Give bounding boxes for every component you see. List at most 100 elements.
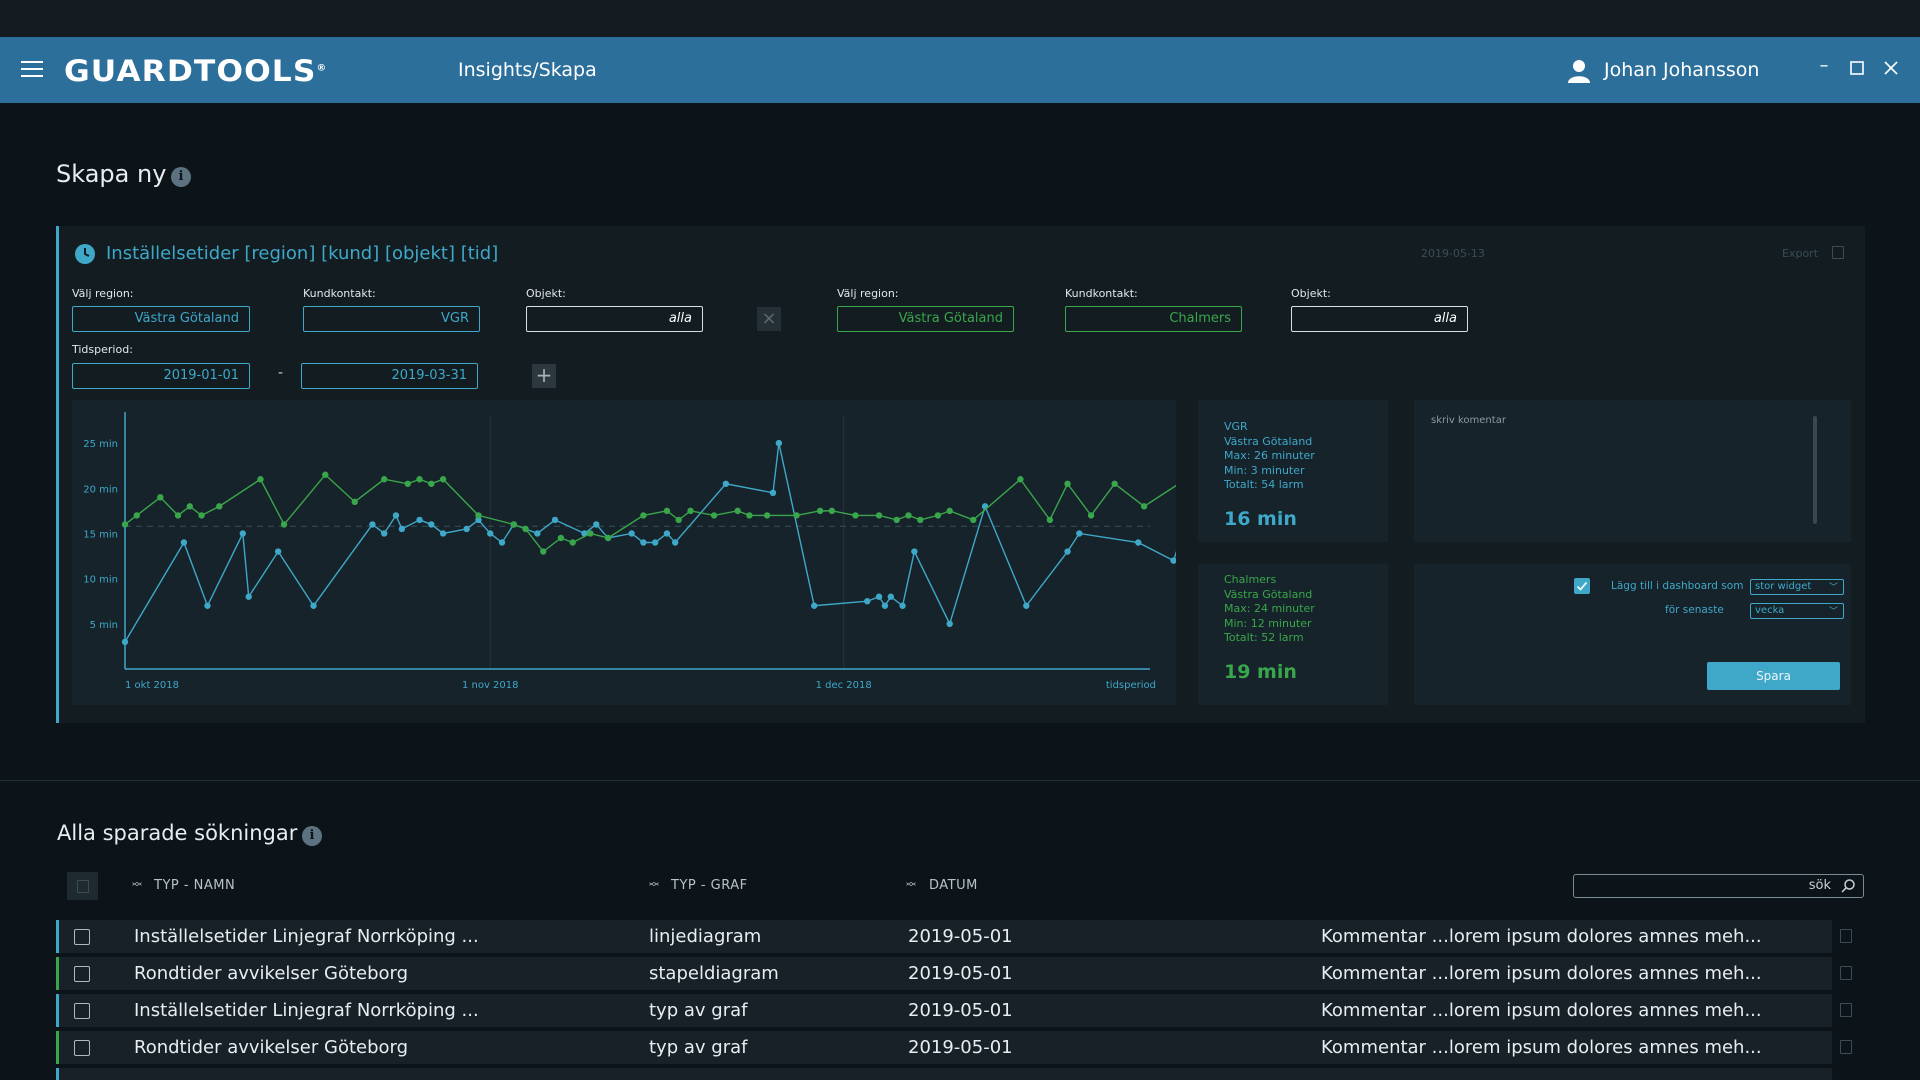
data-point — [640, 512, 647, 519]
comment-placeholder: skriv komentar — [1431, 415, 1506, 426]
create-panel: Inställelsetider [region] [kund] [objekt… — [56, 226, 1865, 723]
row-delete-icon[interactable] — [1840, 1040, 1852, 1054]
row-delete-icon[interactable] — [1840, 929, 1852, 943]
column-header-date[interactable]: DATUM — [929, 878, 978, 893]
breadcrumb[interactable]: Insights/Skapa — [458, 59, 597, 81]
table-row[interactable]: Rondtider avvikelser Göteborg typ av gra… — [56, 1031, 1832, 1064]
data-point — [1140, 503, 1148, 510]
region-select[interactable]: Västra Götaland — [72, 306, 250, 332]
period-from-input[interactable]: 2019-01-01 — [72, 363, 250, 389]
sort-icon[interactable]: ︿ ﹀ — [906, 877, 916, 894]
data-point — [905, 512, 912, 519]
period-select[interactable]: vecka ﹀ — [1750, 603, 1844, 619]
data-point — [380, 476, 388, 483]
search-placeholder: sök — [1808, 878, 1831, 893]
row-comment: Kommentar ...lorem ipsum dolores amnes m… — [1321, 963, 1762, 984]
data-point — [946, 620, 953, 628]
widget-size-select[interactable]: stor widget ﹀ — [1750, 579, 1844, 595]
data-point — [1076, 530, 1083, 537]
data-point — [133, 512, 140, 519]
contact-select-2[interactable]: Chalmers — [1065, 306, 1242, 332]
stat-max: Max: 24 minuter — [1224, 602, 1315, 615]
data-point — [245, 593, 252, 600]
stat-total: Totalt: 52 larm — [1224, 631, 1304, 644]
data-point — [881, 602, 889, 609]
row-checkbox[interactable] — [74, 966, 90, 982]
table-row[interactable] — [56, 1068, 1832, 1080]
add-comparison-button[interactable]: + — [532, 364, 556, 388]
data-point — [121, 521, 129, 528]
sort-icon[interactable]: ︿ ﹀ — [132, 877, 142, 894]
data-point — [369, 521, 376, 528]
row-date: 2019-05-01 — [908, 963, 1013, 984]
row-name: Inställelsetider Linjegraf Norrköping ..… — [134, 926, 479, 947]
row-graph-type: typ av graf — [649, 1037, 748, 1058]
stat-average: 16 min — [1224, 508, 1297, 530]
period-separator: - — [278, 365, 284, 381]
line-chart: 5 min 10 min 15 min 20 min 25 min 1 okt 2018 1… — [83, 412, 1217, 691]
x-tick-label: 1 nov 2018 — [462, 680, 519, 691]
region-select-2[interactable]: Västra Götaland — [837, 306, 1014, 332]
export-link[interactable]: Export — [1782, 247, 1819, 260]
period-to-input[interactable]: 2019-03-31 — [301, 363, 478, 389]
save-button[interactable]: Spara — [1707, 662, 1840, 690]
x-tick-label: 1 okt 2018 — [125, 680, 179, 691]
row-checkbox[interactable] — [74, 929, 90, 945]
data-point — [392, 512, 400, 519]
column-header-graph[interactable]: TYP - GRAF — [671, 878, 748, 893]
object-label: Objekt: — [526, 287, 566, 300]
table-row[interactable]: Inställelsetider Linjegraf Norrköping ..… — [56, 920, 1832, 953]
sort-icon[interactable]: ︿ ﹀ — [649, 877, 659, 894]
stat-name: Chalmers — [1224, 573, 1277, 586]
add-to-dashboard-checkbox[interactable] — [1574, 578, 1590, 594]
data-point — [186, 503, 193, 510]
chart-container: 5 min 10 min 15 min 20 min 25 min 1 okt 2018 1… — [72, 400, 1217, 705]
remove-comparison-button[interactable]: × — [757, 307, 781, 331]
row-delete-icon[interactable] — [1840, 1003, 1852, 1017]
data-point — [274, 548, 282, 555]
contact-select[interactable]: VGR — [303, 306, 480, 332]
data-point — [204, 602, 211, 609]
close-icon[interactable] — [1884, 61, 1898, 75]
minimize-icon[interactable]: – — [1819, 55, 1829, 76]
x-tick-label: 1 dec 2018 — [816, 680, 872, 691]
chevron-down-icon: ﹀ — [1828, 583, 1838, 593]
row-checkbox[interactable] — [74, 1040, 90, 1056]
table-row[interactable]: Rondtider avvikelser Göteborg stapeldiag… — [56, 957, 1832, 990]
comment-textarea[interactable]: skriv komentar — [1414, 400, 1851, 542]
y-tick-label: 10 min — [83, 575, 118, 586]
data-point — [828, 507, 836, 515]
row-comment: Kommentar ...lorem ipsum dolores amnes m… — [1321, 926, 1762, 947]
hamburger-menu-icon[interactable] — [21, 61, 43, 77]
data-point — [198, 512, 205, 519]
row-checkbox[interactable] — [74, 1003, 90, 1019]
info-icon[interactable]: i — [171, 167, 191, 187]
user-icon[interactable] — [1568, 59, 1590, 83]
data-point — [604, 534, 612, 542]
stat-total: Totalt: 54 larm — [1224, 478, 1304, 491]
user-name[interactable]: Johan Johansson — [1604, 59, 1760, 81]
x-axis-end-label: tidsperiod — [1106, 680, 1156, 691]
search-input[interactable]: sök — [1573, 874, 1864, 898]
data-point — [1064, 480, 1071, 487]
object-input[interactable]: alla — [526, 306, 703, 332]
row-name: Rondtider avvikelser Göteborg — [134, 1037, 409, 1058]
table-row[interactable]: Inställelsetider Linjegraf Norrköping ..… — [56, 994, 1832, 1027]
column-header-name[interactable]: TYP - NAMN — [154, 878, 236, 893]
bulk-delete-button[interactable] — [67, 872, 98, 900]
data-point — [180, 539, 188, 546]
data-point — [734, 507, 741, 515]
trash-icon[interactable] — [1832, 246, 1844, 259]
create-section-title: Skapa ny — [56, 160, 167, 188]
app-header: GUARDTOOLS® Insights/Skapa Johan Johanss… — [0, 37, 1920, 103]
maximize-icon[interactable] — [1850, 61, 1864, 75]
comment-scrollbar[interactable] — [1813, 416, 1817, 524]
search-icon[interactable] — [1840, 878, 1856, 894]
object-input-2[interactable]: alla — [1291, 306, 1468, 332]
y-tick-label: 15 min — [83, 529, 118, 540]
row-delete-icon[interactable] — [1840, 966, 1852, 980]
info-icon[interactable]: i — [302, 826, 322, 846]
data-point — [875, 593, 883, 600]
data-point — [746, 512, 753, 519]
row-comment: Kommentar ...lorem ipsum dolores amnes m… — [1321, 1037, 1762, 1058]
